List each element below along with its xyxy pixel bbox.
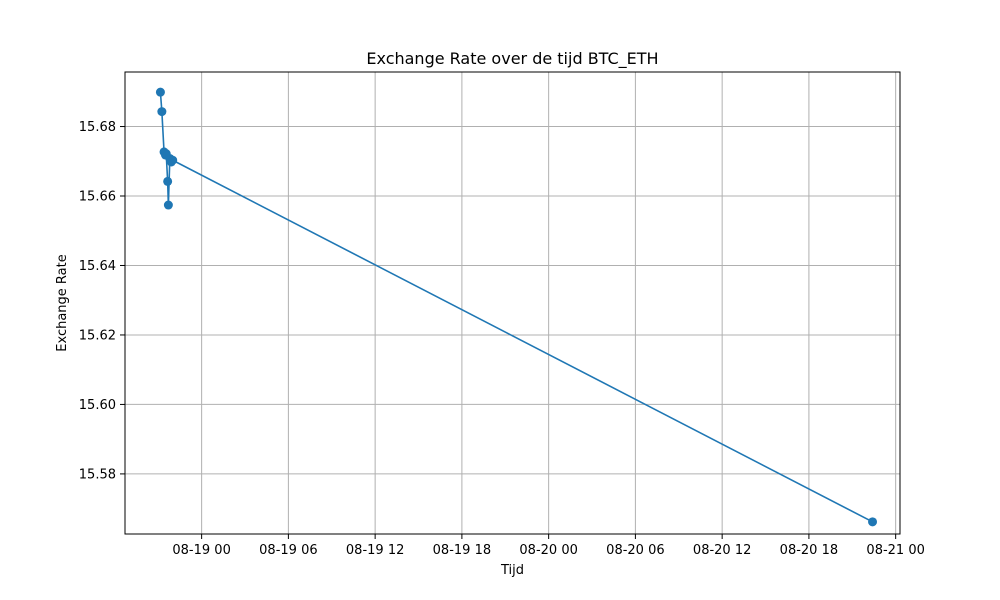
x-tick-label: 08-20 12 bbox=[693, 543, 751, 558]
data-point bbox=[155, 87, 165, 97]
x-tick-label: 08-20 06 bbox=[606, 543, 664, 558]
y-axis-label: Exchange Rate bbox=[55, 254, 70, 351]
x-tick-label: 08-19 18 bbox=[433, 543, 491, 558]
y-tick-label: 15.66 bbox=[79, 190, 116, 205]
data-point bbox=[157, 107, 167, 117]
data-point bbox=[868, 517, 878, 527]
y-tick-label: 15.58 bbox=[79, 467, 116, 482]
y-tick-label: 15.68 bbox=[79, 120, 116, 135]
plot-frame bbox=[124, 71, 901, 535]
x-tick-label: 08-20 18 bbox=[780, 543, 838, 558]
x-tick-label: 08-19 06 bbox=[259, 543, 317, 558]
y-tick-label: 15.62 bbox=[79, 328, 116, 343]
x-tick-label: 08-19 00 bbox=[172, 543, 230, 558]
x-tick-label: 08-20 00 bbox=[519, 543, 577, 558]
y-tick-label: 15.64 bbox=[79, 259, 116, 274]
x-tick-label: 08-19 12 bbox=[346, 543, 404, 558]
y-tick-label: 15.60 bbox=[79, 398, 116, 413]
chart-title: Exchange Rate over de tijd BTC_ETH bbox=[366, 49, 658, 69]
data-point bbox=[163, 200, 173, 210]
data-point bbox=[168, 155, 178, 165]
grid-lines bbox=[125, 72, 900, 534]
x-tick-label: 08-21 00 bbox=[866, 543, 924, 558]
data-point bbox=[163, 176, 173, 186]
y-axis-ticks: 15.58 15.60 15.62 15.64 15.66 15.68 bbox=[79, 120, 125, 482]
series-markers bbox=[155, 87, 878, 527]
x-axis-ticks: 08-19 00 08-19 06 08-19 12 08-19 18 08-20 00… bbox=[172, 534, 925, 558]
x-axis-label: Tijd bbox=[500, 563, 524, 578]
